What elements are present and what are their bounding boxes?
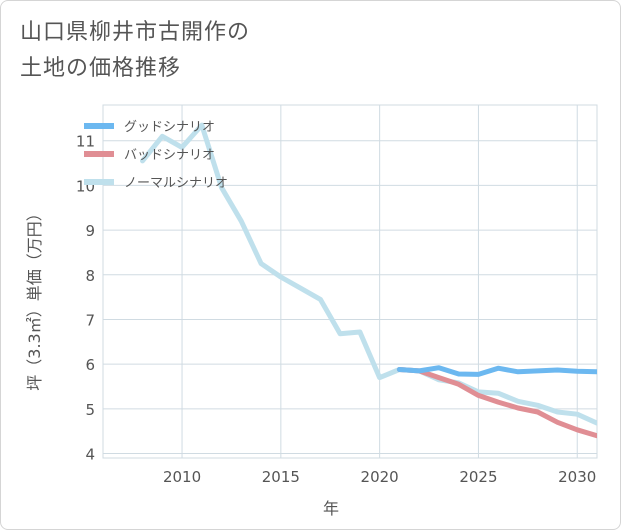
series-lines <box>140 122 597 439</box>
x-axis-label: 年 <box>323 499 339 518</box>
x-tick-label: 2010 <box>163 468 201 486</box>
y-tick-label: 6 <box>85 356 95 374</box>
y-tick-label: 8 <box>85 267 95 285</box>
y-tick-label: 11 <box>76 133 95 151</box>
y-tick-label: 9 <box>85 222 95 240</box>
legend-label: バッドシナリオ <box>124 148 215 163</box>
x-tick-label: 2020 <box>361 468 399 486</box>
x-tick-label: 2030 <box>558 468 596 486</box>
y-axis-label: 坪（3.3㎡）単価（万円） <box>25 205 44 390</box>
series-line-0 <box>396 365 597 377</box>
x-tick-label: 2025 <box>459 468 497 486</box>
plot-area <box>102 104 598 459</box>
series-line-2 <box>140 122 597 426</box>
legend-label: ノーマルシナリオ <box>124 176 228 191</box>
legend-label: グッドシナリオ <box>124 120 215 135</box>
x-tick-label: 2015 <box>262 468 300 486</box>
y-tick-label: 7 <box>85 311 95 329</box>
y-tick-label: 4 <box>85 446 95 464</box>
y-tick-label: 5 <box>85 401 95 419</box>
series-line-1 <box>396 367 597 439</box>
chart-title: 山口県柳井市古開作の 土地の価格推移 <box>20 20 251 81</box>
